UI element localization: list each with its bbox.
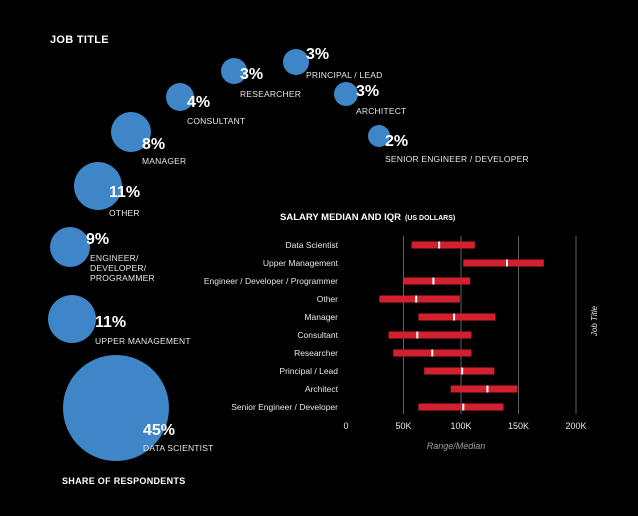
salary-category-label: Senior Engineer / Developer (231, 402, 338, 412)
salary-iqr-bar (403, 277, 471, 285)
bubble-label-other: OTHER (109, 208, 140, 218)
bubble-label-manager: MANAGER (142, 156, 187, 166)
salary-x-tick-label: 100K (450, 421, 471, 431)
salary-category-label: Consultant (297, 330, 338, 340)
salary-category-label: Manager (304, 312, 338, 322)
bubble-label-senior-engineer-developer: SENIOR ENGINEER / DEVELOPER (385, 154, 529, 164)
bubble-researcher (221, 58, 247, 84)
salary-median-marker (461, 367, 464, 375)
bubble-senior-engineer-developer (368, 125, 390, 147)
salary-median-marker (506, 259, 508, 267)
bubble-percent-data-scientist: 45% (143, 422, 176, 439)
salary-x-axis-label: Range/Median (427, 441, 486, 451)
salary-median-marker (416, 331, 419, 339)
salary-x-tick-label: 50K (395, 421, 411, 431)
salary-median-marker (486, 385, 489, 393)
bubble-percent-architect: 3% (356, 83, 380, 100)
salary-x-tick-label: 200K (565, 421, 586, 431)
bubble-percent-upper-management: 11% (95, 314, 127, 331)
bubble-percent-other: 11% (109, 184, 141, 201)
bubble-label-principal-lead: PRINCIPAL / LEAD (306, 70, 383, 80)
salary-iqr-bar (388, 331, 472, 339)
bubble-percent-engineer-developer-programmer: 9% (86, 231, 110, 248)
bubble-engineer-developer-programmer (50, 227, 90, 267)
bubble-label-engineer-developer-programmer: ENGINEER/ DEVELOPER/ PROGRAMMER (90, 253, 155, 283)
salary-category-label: Principal / Lead (279, 366, 338, 376)
bubble-architect (334, 82, 358, 106)
salary-median-marker (462, 403, 465, 411)
salary-iqr-bar (463, 259, 544, 267)
salary-x-tick-label: 0 (343, 421, 348, 431)
salary-iqr-bar (418, 313, 496, 321)
salary-median-marker (432, 277, 435, 285)
bubble-manager (111, 112, 151, 152)
salary-bars (379, 241, 544, 411)
salary-category-label: Data Scientist (286, 240, 339, 250)
salary-median-marker (415, 295, 418, 303)
bubble-label-data-scientist: DATA SCIENTIST (143, 443, 214, 453)
salary-category-label: Upper Management (263, 258, 339, 268)
salary-x-ticks: 0 50K 100K 150K 200K (343, 421, 586, 431)
bubble-label-architect: ARCHITECT (356, 106, 407, 116)
salary-median-marker (438, 241, 441, 249)
salary-iqr-bar (450, 385, 518, 393)
bubble-data-scientist (63, 355, 169, 461)
salary-iqr-bar (411, 241, 475, 249)
bubble-other (74, 162, 122, 210)
salary-iqr-bar (424, 367, 495, 375)
salary-category-label: Researcher (294, 348, 338, 358)
salary-category-label: Architect (305, 384, 339, 394)
salary-iqr-bar (379, 295, 460, 303)
bubble-percent-senior-engineer-developer: 2% (385, 133, 409, 150)
salary-x-tick-label: 150K (508, 421, 529, 431)
salary-category-labels: Data Scientist Upper Management Engineer /… (204, 240, 339, 412)
salary-iqr-bar (418, 403, 504, 411)
bubble-label-researcher: RESEARCHER (240, 89, 302, 99)
salary-gridlines (403, 236, 577, 414)
salary-category-label: Other (317, 294, 338, 304)
bubble-label-upper-management: UPPER MANAGEMENT (95, 336, 191, 346)
bubble-label-consultant: CONSULTANT (187, 116, 246, 126)
bubble-percent-researcher: 3% (240, 66, 264, 83)
bubble-upper-management (48, 295, 96, 343)
share-of-respondents-heading: SHARE OF RESPONDENTS (62, 476, 186, 486)
job-title-heading: JOB TITLE (50, 34, 109, 46)
bubble-percent-principal-lead: 3% (306, 46, 330, 63)
salary-category-label: Engineer / Developer / Programmer (204, 276, 338, 286)
bubble-percent-consultant: 4% (187, 94, 211, 111)
salary-median-marker (453, 313, 456, 321)
salary-median-marker (431, 349, 434, 357)
bubble-principal-lead (283, 49, 309, 75)
salary-y-axis-label: Job Title (590, 305, 599, 337)
bubble-consultant (166, 83, 194, 111)
salary-chart-title: SALARY MEDIAN AND IQR (US DOLLARS) (280, 212, 455, 223)
bubble-percent-manager: 8% (142, 136, 166, 153)
